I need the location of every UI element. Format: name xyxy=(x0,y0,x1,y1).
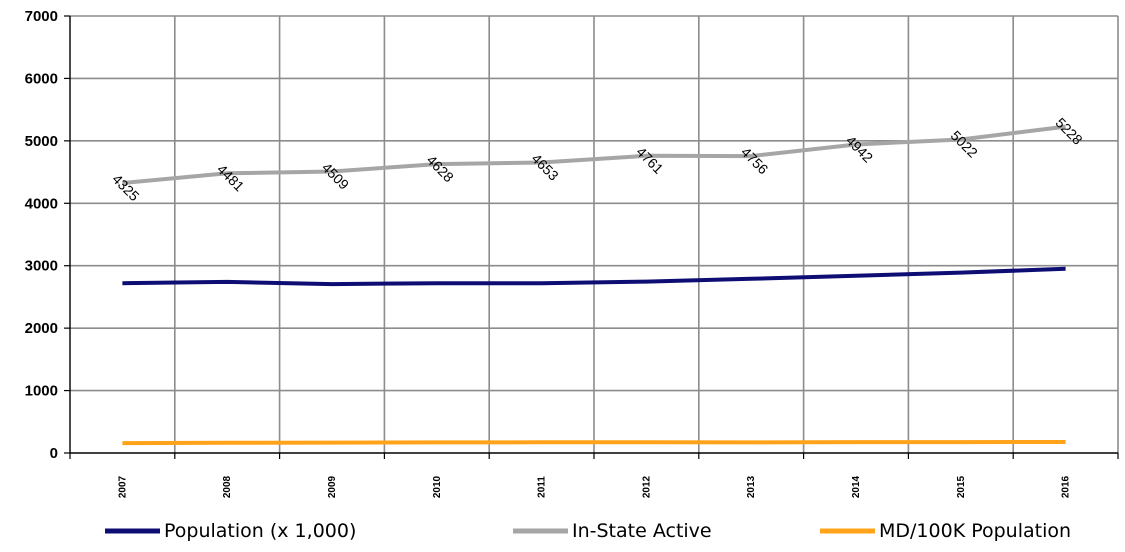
y-tick-label: 5000 xyxy=(25,133,58,150)
y-tick-label: 7000 xyxy=(25,8,58,25)
axes xyxy=(64,15,1119,459)
data-label: 4761 xyxy=(633,144,666,177)
y-tick-label: 0 xyxy=(50,445,58,462)
y-tick-label: 6000 xyxy=(25,70,58,87)
data-point xyxy=(540,281,544,285)
data-label: 4942 xyxy=(843,132,876,165)
legend-label: In-State Active xyxy=(572,520,712,542)
tick-labels: 0 1000 2000 3000 4000 5000 6000 7000 2007 2008 200… xyxy=(25,8,1072,498)
data-point xyxy=(435,440,439,444)
data-point xyxy=(644,440,648,444)
data-point xyxy=(120,281,124,285)
data-point xyxy=(644,280,648,284)
data-point xyxy=(959,440,963,444)
data-point xyxy=(540,440,544,444)
data-point xyxy=(435,281,439,285)
y-tick-label: 4000 xyxy=(25,195,58,212)
series-lines xyxy=(120,124,1068,446)
series-line-1 xyxy=(122,124,1066,185)
x-tick-label: 2010 xyxy=(432,475,443,498)
data-point xyxy=(1064,440,1068,444)
y-tick-label: 3000 xyxy=(25,258,58,275)
x-tick-label: 2009 xyxy=(327,475,338,498)
x-tick-label: 2013 xyxy=(746,475,757,498)
data-point xyxy=(120,441,124,445)
y-tick-label: 2000 xyxy=(25,320,58,337)
series-line-2 xyxy=(122,440,1066,446)
data-label: 4756 xyxy=(738,144,771,177)
x-tick-label: 2015 xyxy=(956,475,967,498)
x-tick-label: 2011 xyxy=(537,476,548,498)
legend-label: Population (x 1,000) xyxy=(164,520,356,542)
grid-lines xyxy=(70,15,1119,453)
data-point xyxy=(330,441,334,445)
data-point xyxy=(959,271,963,275)
data-point xyxy=(330,282,334,286)
x-tick-label: 2007 xyxy=(117,475,128,498)
x-tick-label: 2016 xyxy=(1061,475,1072,498)
data-point xyxy=(225,441,229,445)
series-line-0 xyxy=(122,266,1066,287)
data-point xyxy=(1064,267,1068,271)
legend-label: MD/100K Population xyxy=(879,520,1071,542)
data-label: 4325 xyxy=(109,171,142,204)
data-label: 5022 xyxy=(948,127,981,160)
legend: Population (x 1,000) In-State Active MD/10… xyxy=(105,520,1071,542)
data-label: 4653 xyxy=(528,150,561,183)
x-tick-label: 2014 xyxy=(851,475,862,498)
data-label: 5228 xyxy=(1052,114,1085,147)
data-point xyxy=(749,440,753,444)
x-tick-label: 2008 xyxy=(222,475,233,498)
data-point xyxy=(854,274,858,278)
y-tick-label: 1000 xyxy=(25,383,58,400)
x-tick-label: 2012 xyxy=(641,475,652,498)
data-label: 4481 xyxy=(214,161,247,194)
data-point xyxy=(854,440,858,444)
data-point xyxy=(225,280,229,284)
data-point xyxy=(749,277,753,281)
data-label: 4628 xyxy=(424,152,457,185)
data-label: 4509 xyxy=(319,159,352,192)
